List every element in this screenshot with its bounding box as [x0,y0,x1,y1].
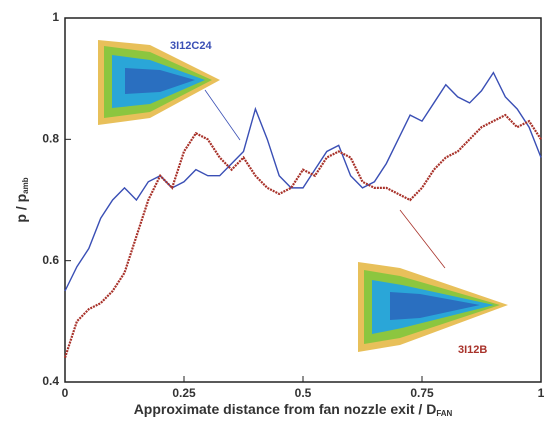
series-line [63,113,542,359]
x-tick-label: 1 [538,386,544,400]
x-tick-label: 0 [62,386,69,400]
x-axis-title: Approximate distance from fan nozzle exi… [134,401,453,418]
x-tick-label: 0.75 [410,386,434,400]
x-title-sub: FAN [436,409,452,418]
x-title-main: Approximate distance from fan nozzle exi… [134,401,437,417]
leader-line [204,89,241,141]
y-tick-label: 0.4 [42,374,59,388]
series-line [64,71,542,292]
x-tick-label: 0.25 [172,386,196,400]
x-tick-label: 0.5 [295,386,312,400]
leader-line [399,209,446,269]
y-tick-label: 1 [52,10,59,24]
y-tick-label: 0.6 [42,253,59,267]
series-label: 3I12C24 [170,40,212,52]
inset-red [358,262,508,352]
y-title-main: p / p [13,194,29,223]
y-axis-title: p / pamb [13,177,30,222]
y-title-sub: amb [21,177,30,194]
y-tick-label: 0.8 [42,132,59,146]
inset-blue [98,40,220,125]
series-label: 3I12B [458,344,487,356]
